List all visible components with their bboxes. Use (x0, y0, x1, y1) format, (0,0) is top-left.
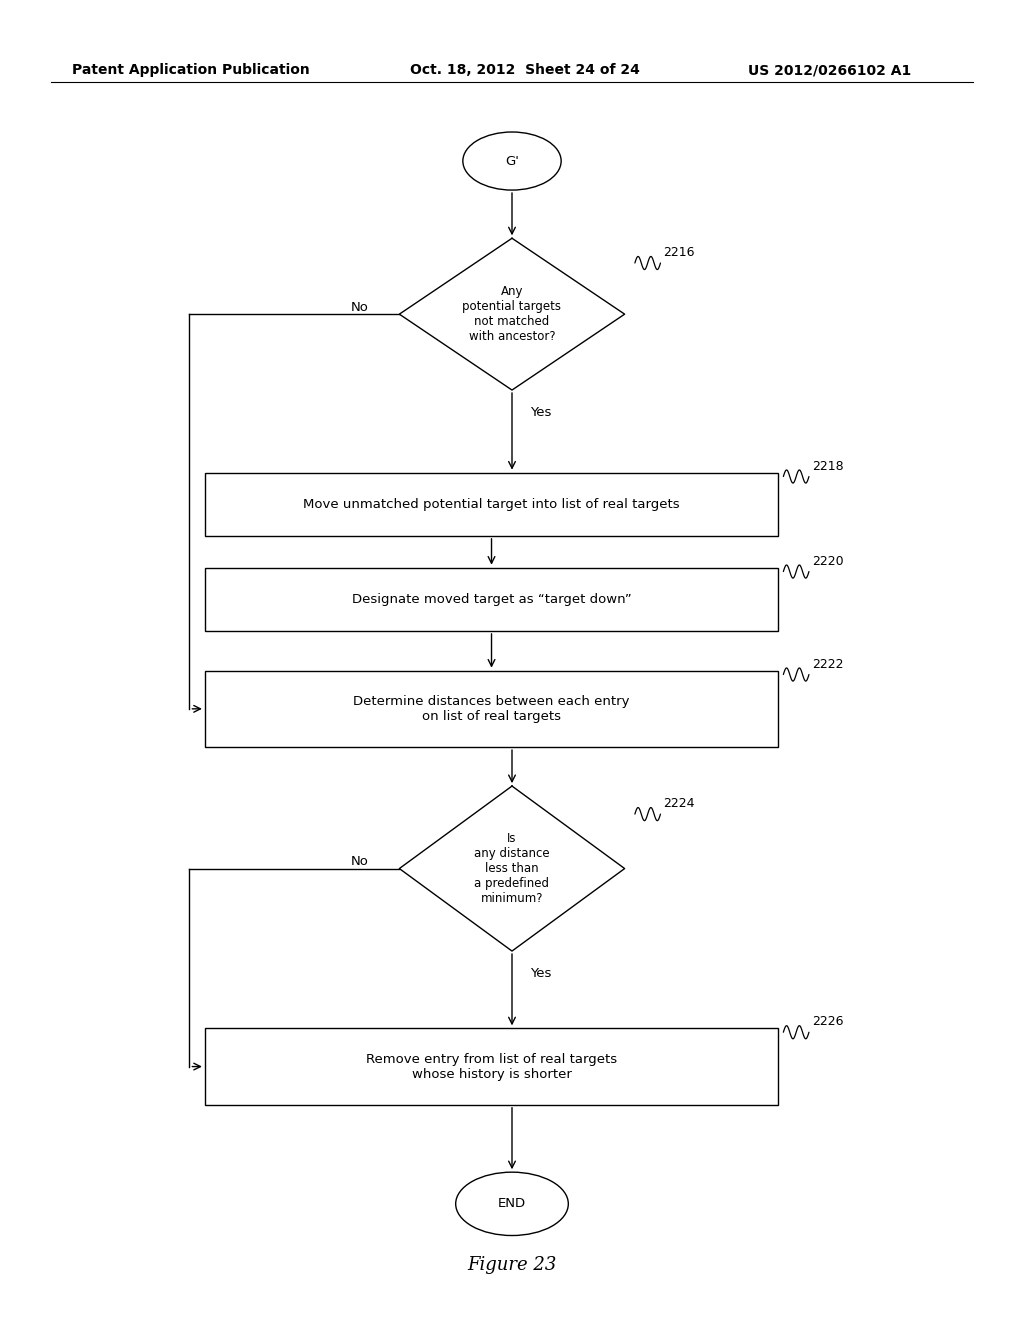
Text: Move unmatched potential target into list of real targets: Move unmatched potential target into lis… (303, 498, 680, 511)
Bar (205, 671, 778, 747)
Text: Any
potential targets
not matched
with ancestor?: Any potential targets not matched with a… (463, 285, 561, 343)
Text: Patent Application Publication: Patent Application Publication (72, 63, 309, 78)
Text: Yes: Yes (530, 407, 552, 418)
Text: 2222: 2222 (812, 657, 844, 671)
Bar (205, 1028, 778, 1105)
Text: Figure 23: Figure 23 (467, 1255, 557, 1274)
Text: US 2012/0266102 A1: US 2012/0266102 A1 (748, 63, 910, 78)
Text: 2216: 2216 (664, 246, 695, 259)
Text: 2218: 2218 (812, 459, 844, 473)
Text: Oct. 18, 2012  Sheet 24 of 24: Oct. 18, 2012 Sheet 24 of 24 (410, 63, 639, 78)
Text: 2220: 2220 (812, 554, 844, 568)
Bar (205, 568, 778, 631)
Text: 2224: 2224 (664, 797, 695, 810)
Text: Is
any distance
less than
a predefined
minimum?: Is any distance less than a predefined m… (474, 832, 550, 906)
Text: Yes: Yes (530, 966, 552, 979)
Text: G': G' (505, 154, 519, 168)
Text: Remove entry from list of real targets
whose history is shorter: Remove entry from list of real targets w… (366, 1052, 617, 1081)
Ellipse shape (456, 1172, 568, 1236)
Text: No: No (351, 301, 369, 314)
Text: END: END (498, 1197, 526, 1210)
Text: Designate moved target as “target down”: Designate moved target as “target down” (351, 593, 632, 606)
Text: No: No (351, 855, 369, 869)
Text: 2226: 2226 (812, 1015, 844, 1028)
Ellipse shape (463, 132, 561, 190)
Text: Determine distances between each entry
on list of real targets: Determine distances between each entry o… (353, 694, 630, 723)
Bar (205, 473, 778, 536)
